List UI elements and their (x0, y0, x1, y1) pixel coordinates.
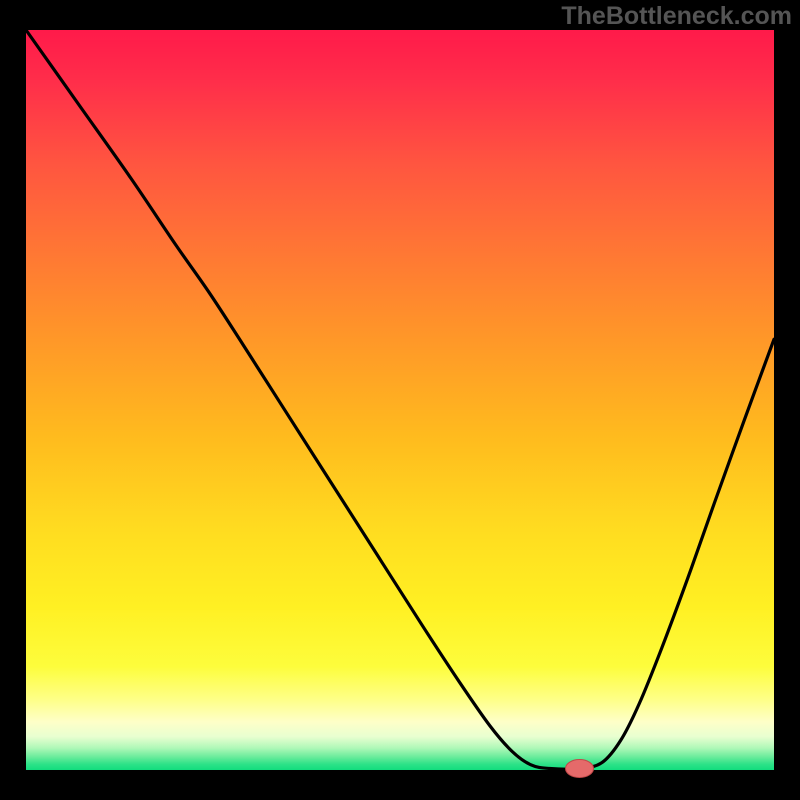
bottleneck-chart (0, 0, 800, 800)
chart-container: TheBottleneck.com (0, 0, 800, 800)
watermark-text: TheBottleneck.com (561, 2, 792, 31)
plot-background (26, 30, 774, 770)
optimum-marker (566, 760, 594, 778)
